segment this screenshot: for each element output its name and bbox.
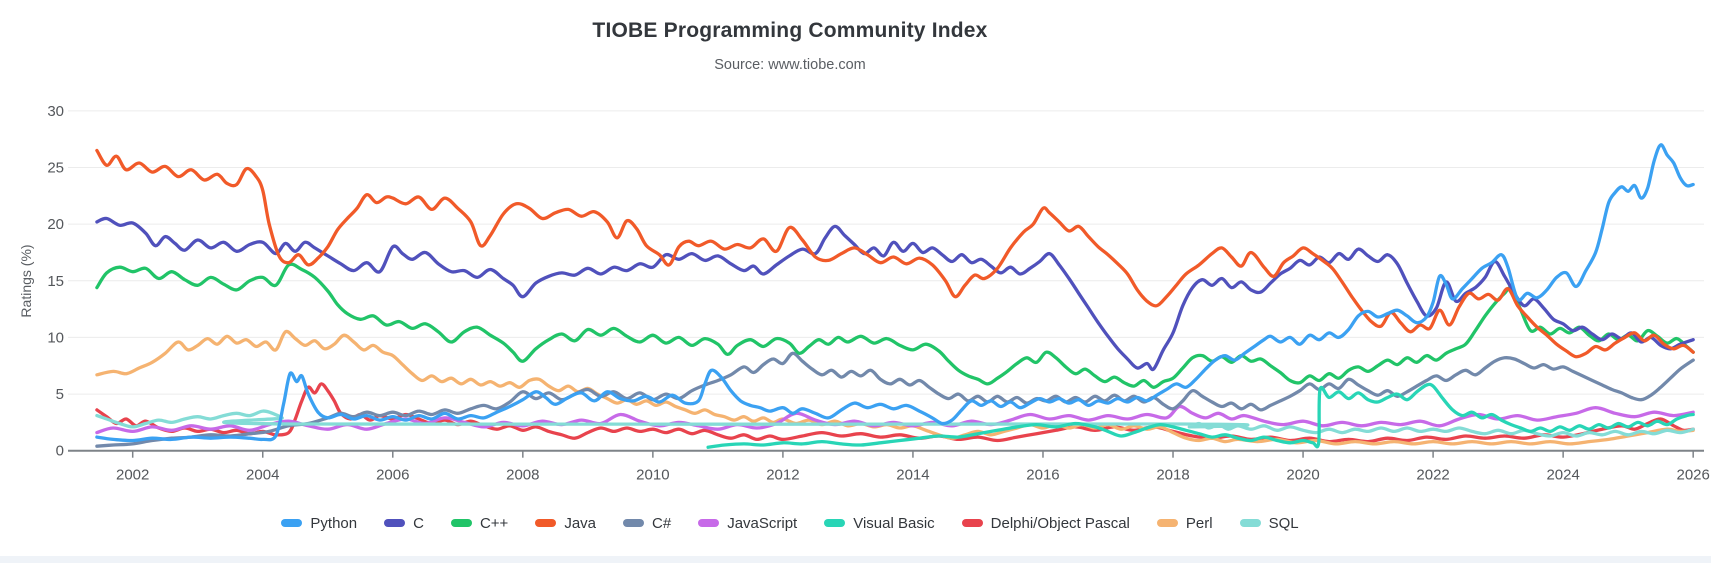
x-axis-tick-label: 2026 (1676, 467, 1709, 484)
legend-label: Perl (1185, 514, 1213, 532)
legend-label: C (413, 514, 424, 532)
x-axis-tick-label: 2010 (636, 467, 669, 484)
legend-label: SQL (1268, 514, 1299, 532)
y-axis-tick-label: 25 (47, 160, 64, 177)
x-axis-tick-label: 2014 (896, 467, 929, 484)
y-axis-tick-label: 30 (47, 103, 64, 120)
legend-item-delphi-object-pascal[interactable]: Delphi/Object Pascal (961, 514, 1130, 532)
y-axis-tick-label: 10 (47, 329, 64, 346)
legend-item-python[interactable]: Python (281, 515, 357, 532)
series-line-c#[interactable] (95, 351, 1695, 448)
legend-label: Visual Basic (853, 514, 935, 532)
x-axis-tick-label: 2006 (376, 467, 409, 484)
series-line-sql[interactable] (95, 409, 1695, 438)
below-chart-panel-edge (0, 556, 1711, 563)
legend-label: Delphi/Object Pascal (990, 514, 1130, 532)
chart-subtitle: Source: www.tiobe.com (714, 57, 866, 73)
y-axis-tick-label: 15 (47, 273, 64, 290)
x-axis-tick-label: 2008 (506, 467, 539, 484)
legend-swatch-icon (961, 519, 983, 527)
legend-swatch-icon (281, 519, 303, 527)
legend-swatch-icon (698, 519, 720, 527)
x-axis-tick-label: 2012 (766, 467, 799, 484)
y-axis-tick-label: 0 (56, 443, 64, 460)
legend-swatch-icon (623, 519, 644, 527)
chart-title: TIOBE Programming Community Index (592, 19, 988, 42)
chart-legend: Python C C++ Java C# JavaScript Visual Basic De… (0, 509, 1580, 537)
y-axis-tick-label: 5 (56, 386, 64, 403)
legend-swatch-icon (824, 519, 846, 527)
legend-label: Python (310, 514, 358, 532)
series-line-c[interactable] (95, 216, 1695, 372)
legend-label: C# (652, 514, 672, 532)
legend-swatch-icon (384, 519, 406, 527)
legend-label: JavaScript (727, 514, 798, 532)
legend-item-c++[interactable]: C++ (450, 514, 509, 532)
x-axis-tick-label: 2004 (246, 467, 279, 484)
x-axis-tick-label: 2016 (1026, 467, 1059, 484)
series-line-delphi-object-pascal[interactable] (95, 382, 1695, 444)
legend-item-java[interactable]: Java (535, 515, 596, 532)
legend-item-javascript[interactable]: JavaScript (698, 515, 797, 532)
legend-swatch-icon (1239, 519, 1261, 527)
x-axis-tick-label: 2002 (116, 467, 149, 484)
y-axis-tick-label: 20 (47, 216, 64, 233)
x-axis-tick-label: 2024 (1546, 467, 1579, 484)
series-line-python[interactable] (95, 143, 1695, 443)
series-line-java[interactable] (95, 148, 1695, 359)
series-line-c++[interactable] (95, 262, 1695, 389)
x-axis-tick-label: 2018 (1156, 467, 1189, 484)
legend-label: Java (564, 514, 596, 532)
legend-swatch-icon (535, 519, 557, 527)
series-line-javascript[interactable] (95, 404, 1695, 435)
legend-item-perl[interactable]: Perl (1156, 514, 1213, 532)
series-line-visual-basic[interactable] (706, 382, 1695, 449)
x-axis-tick-label: 2020 (1286, 467, 1319, 484)
legend-item-c#[interactable]: C# (623, 515, 671, 532)
legend-item-visual-basic[interactable]: Visual Basic (824, 514, 935, 532)
legend-label: C++ (479, 514, 509, 532)
legend-swatch-icon (450, 519, 472, 527)
legend-item-sql[interactable]: SQL (1239, 514, 1299, 532)
x-axis-tick-label: 2022 (1416, 467, 1449, 484)
legend-swatch-icon (1156, 519, 1178, 527)
legend-item-c[interactable]: C (384, 515, 424, 532)
